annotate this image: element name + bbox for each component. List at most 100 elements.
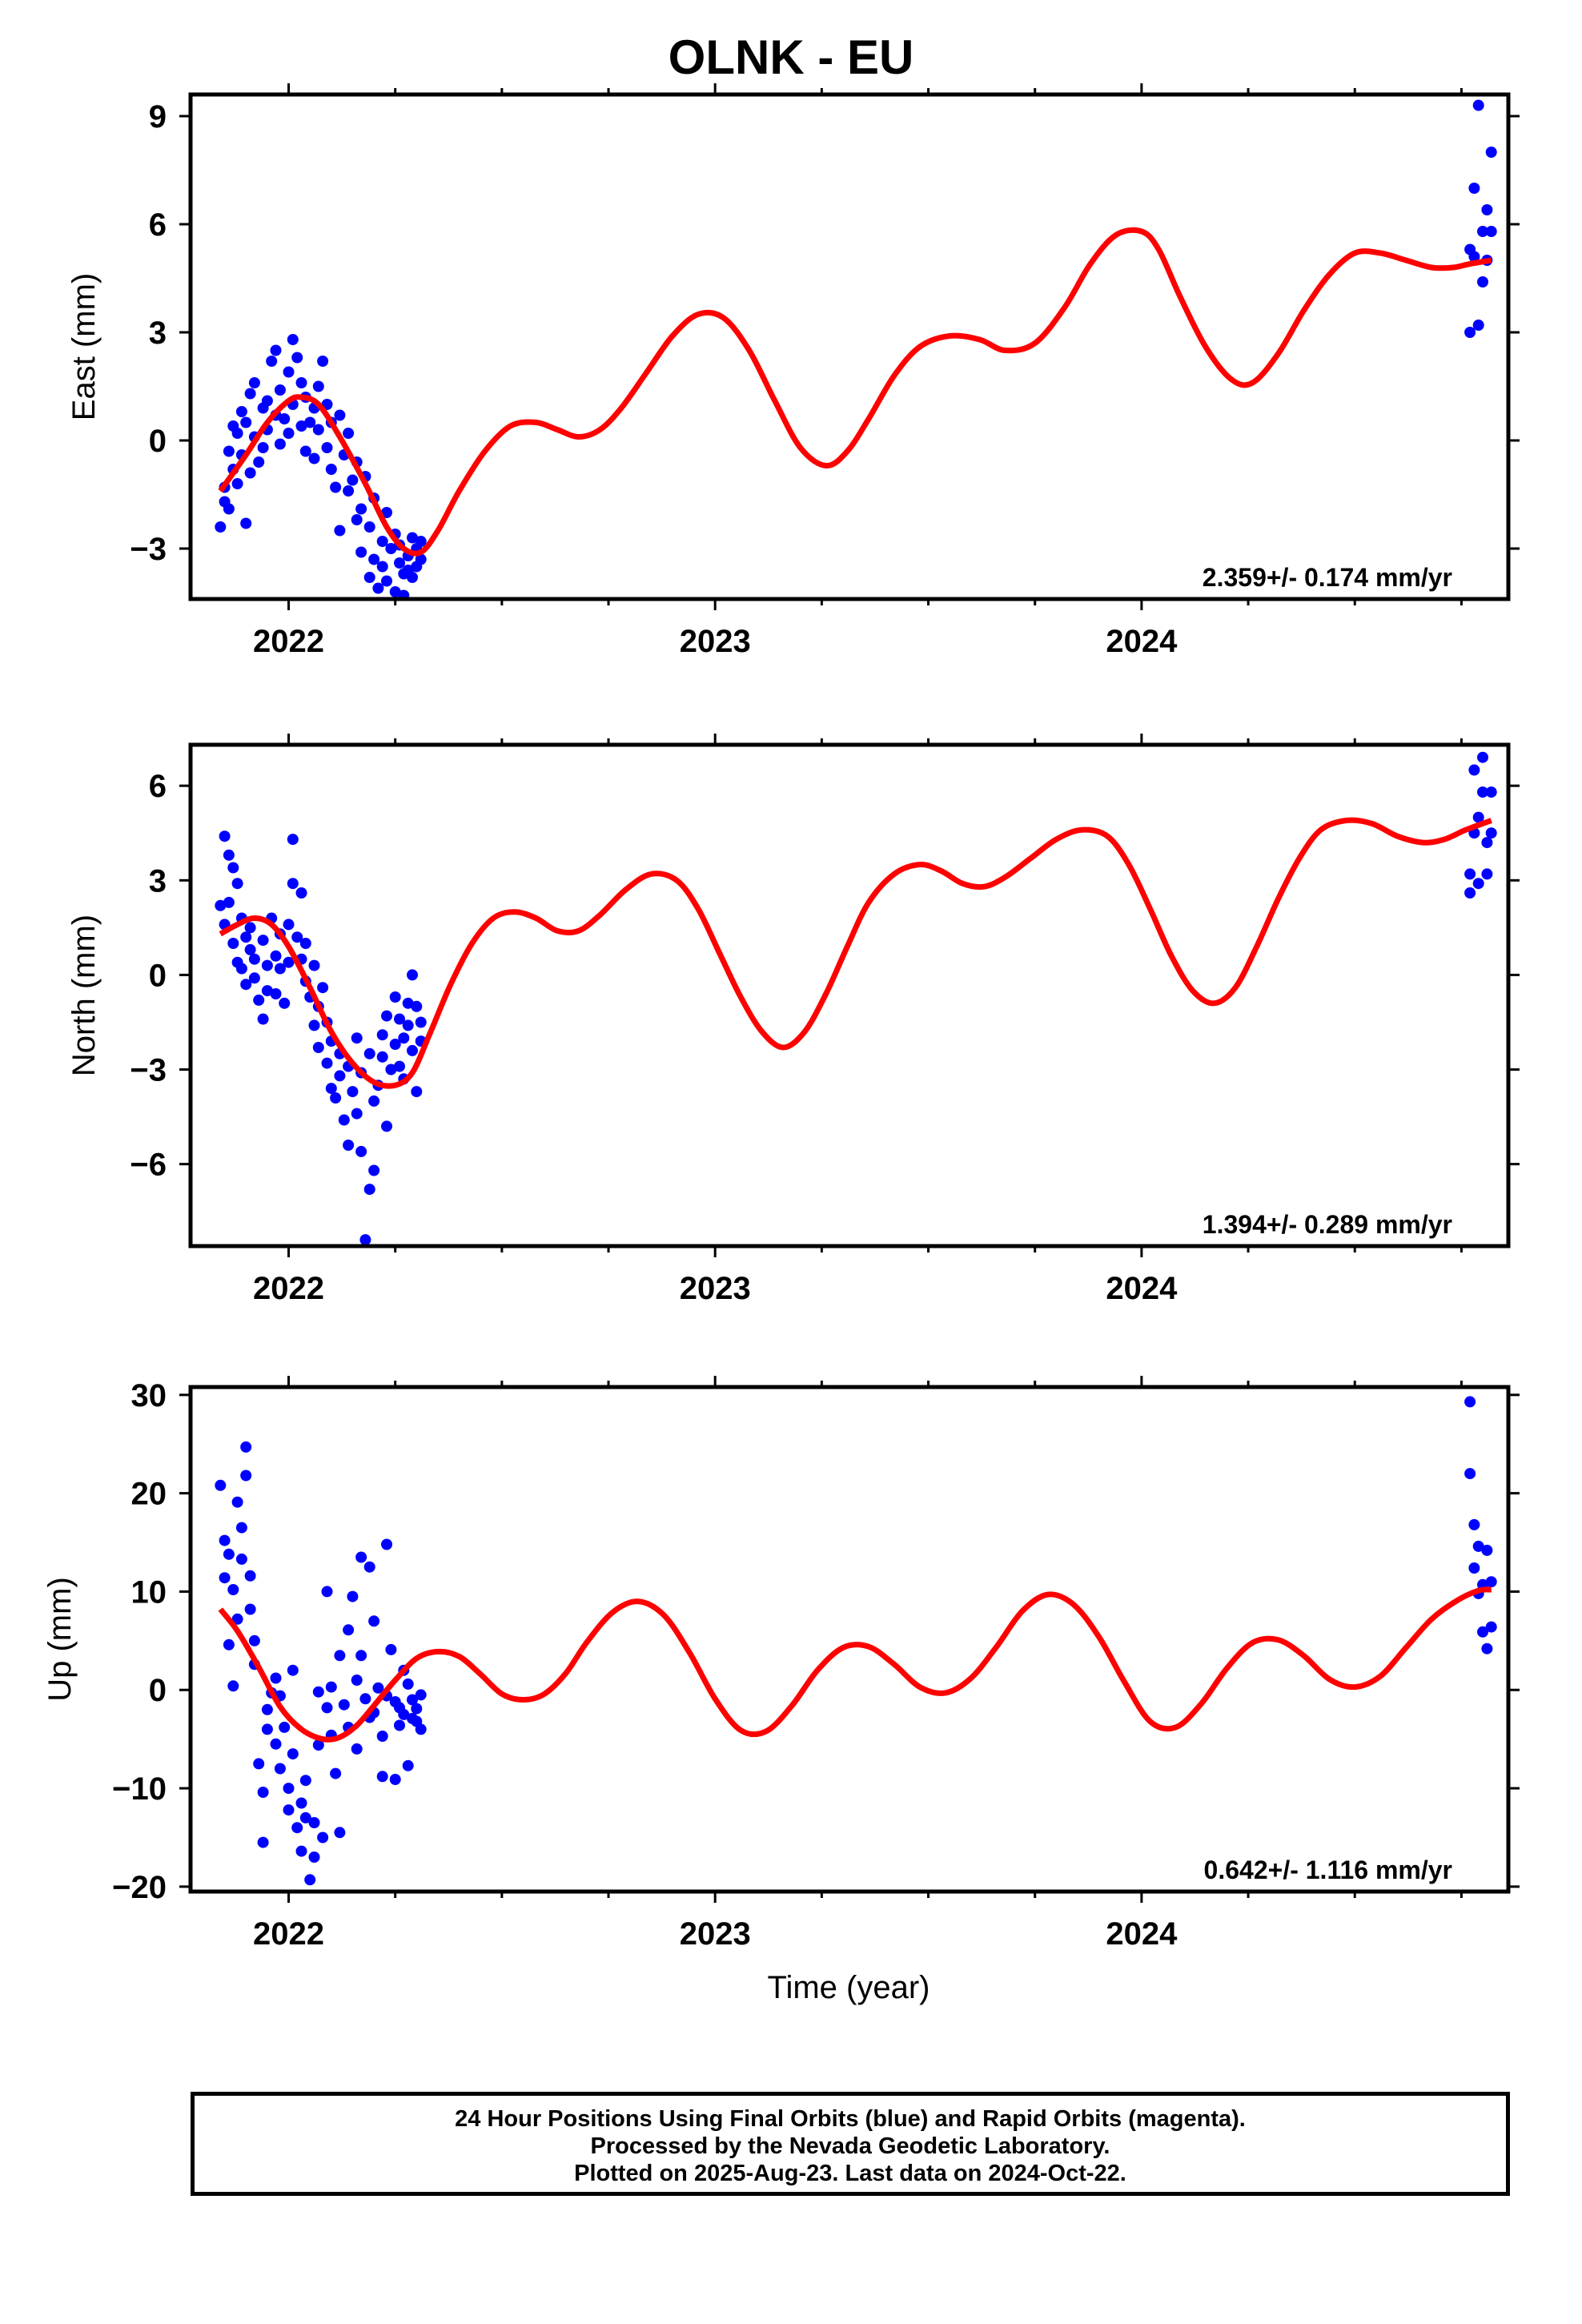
up-data-point: [223, 1638, 235, 1651]
up-data-point: [363, 1561, 375, 1573]
east-data-point: [274, 384, 286, 396]
up-data-point: [376, 1731, 388, 1742]
up-data-point: [338, 1699, 350, 1711]
east-plot-area: [215, 99, 1497, 599]
north-data-point: [321, 1057, 333, 1069]
east-data-point: [1485, 226, 1497, 237]
north-data-point: [283, 919, 295, 931]
east-data-point: [1477, 226, 1488, 237]
east-ytick-label: 3: [149, 316, 167, 351]
north-data-point: [287, 878, 299, 890]
east-data-point: [334, 409, 346, 421]
north-model-fit-line: [219, 817, 1492, 1089]
east-data-point: [291, 352, 303, 364]
up-ytick-label: −10: [112, 1771, 167, 1807]
east-data-point: [312, 424, 324, 436]
north-data-point: [325, 1083, 337, 1095]
chart-title: OLNK - EU: [668, 30, 914, 84]
north-ytick-label: 0: [149, 958, 167, 993]
east-xtick-label: 2023: [680, 624, 751, 659]
east-data-point: [215, 521, 227, 533]
up-data-point: [415, 1689, 427, 1701]
up-data-point: [355, 1551, 367, 1563]
footer-line-2: Processed by the Nevada Geodetic Laborat…: [590, 2133, 1110, 2159]
up-data-point: [351, 1743, 363, 1755]
up-data-point: [253, 1758, 265, 1770]
north-panel: −6 −3 0 3 6 2022 2023 2024 1.394+/- 0.289 mm/yr N…: [66, 734, 1520, 1306]
up-data-point: [240, 1441, 252, 1453]
east-data-point: [312, 380, 324, 392]
north-data-point: [279, 997, 291, 1009]
east-data-point: [223, 445, 235, 457]
up-data-point: [235, 1522, 247, 1534]
east-data-point: [257, 442, 269, 453]
north-ytick-label: −6: [130, 1148, 167, 1183]
east-data-point: [244, 467, 256, 479]
east-ytick-label: 9: [149, 99, 167, 135]
east-data-point: [1477, 276, 1488, 287]
north-data-point: [351, 1108, 363, 1120]
north-data-point: [274, 963, 286, 975]
north-data-point: [1485, 786, 1497, 798]
east-data-point: [235, 406, 247, 417]
north-data-point: [381, 1120, 392, 1132]
up-data-point: [240, 1470, 252, 1482]
north-data-point: [407, 1044, 418, 1056]
north-data-point: [261, 985, 273, 997]
north-data-point: [248, 972, 260, 984]
north-data-point: [1485, 827, 1497, 839]
east-data-point: [283, 366, 295, 378]
east-data-point: [295, 377, 307, 388]
up-data-point: [1464, 1468, 1476, 1480]
north-data-point: [385, 1063, 397, 1076]
up-data-point: [411, 1703, 423, 1715]
north-data-point: [347, 1086, 359, 1098]
north-data-point: [343, 1140, 355, 1151]
north-data-point: [231, 878, 243, 890]
up-data-point: [355, 1650, 367, 1662]
east-data-point: [295, 420, 307, 432]
up-data-point: [244, 1570, 256, 1582]
east-data-point: [398, 589, 410, 599]
up-y-axis-label: Up (mm): [42, 1577, 78, 1702]
north-data-point: [1481, 868, 1493, 880]
north-data-point: [308, 1019, 320, 1031]
east-ytick-label: 0: [149, 424, 167, 459]
north-data-point: [376, 1051, 388, 1063]
north-data-point: [223, 849, 235, 861]
east-data-point: [1485, 147, 1497, 158]
east-panel: −3 0 3 6 9 2022 2023 2024 2.359+/- 0.174 mm/yr Ea…: [66, 83, 1520, 659]
east-data-point: [407, 572, 418, 583]
east-data-point: [283, 428, 295, 439]
up-data-point: [394, 1719, 405, 1731]
east-ytick-label: −3: [130, 532, 167, 567]
east-data-point: [223, 503, 235, 515]
up-data-point: [219, 1534, 231, 1546]
east-data-point: [240, 517, 252, 529]
up-data-point: [235, 1553, 247, 1565]
north-data-point: [389, 1039, 401, 1050]
east-frame: [188, 92, 1511, 601]
north-data-point: [368, 1095, 380, 1107]
east-data-point: [266, 356, 278, 367]
up-data-point: [325, 1681, 337, 1693]
up-data-point: [1477, 1626, 1488, 1638]
north-data-point: [1472, 878, 1484, 890]
north-data-point: [394, 1013, 405, 1025]
up-data-point: [321, 1586, 333, 1598]
up-data-point: [287, 1664, 299, 1676]
north-data-point: [270, 988, 282, 999]
up-data-point: [321, 1702, 333, 1714]
north-data-point: [334, 1070, 346, 1082]
up-data-point: [415, 1723, 427, 1735]
footer-box: 24 Hour Positions Using Final Orbits (bl…: [191, 2092, 1510, 2196]
east-data-point: [330, 481, 342, 493]
north-data-point: [261, 959, 273, 971]
north-data-point: [338, 1114, 350, 1126]
east-xtick-label: 2022: [253, 624, 324, 659]
north-data-point: [363, 1047, 375, 1059]
up-data-point: [385, 1643, 397, 1655]
x-axis-label: Time (year): [768, 1970, 930, 2005]
north-data-point: [330, 1092, 342, 1104]
up-data-point: [248, 1634, 260, 1647]
